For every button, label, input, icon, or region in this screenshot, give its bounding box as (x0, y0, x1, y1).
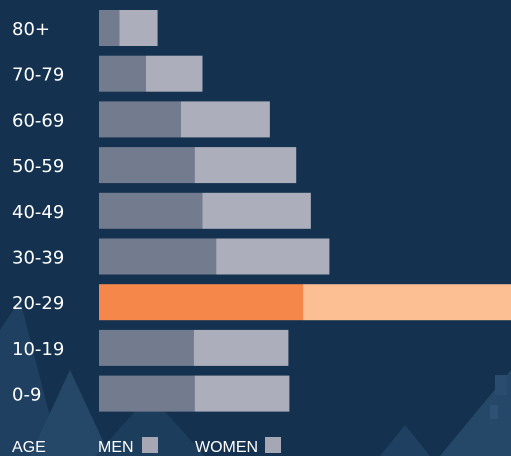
bar-women-20-29 (303, 284, 511, 321)
bar-men-10-19 (99, 329, 194, 366)
age-label-20-29: 20-29 (12, 293, 64, 314)
legend-swatch-women (265, 437, 281, 453)
legend-label-men: MEN (98, 439, 134, 456)
legend-swatch-men (142, 437, 158, 453)
age-label-80-plus: 80+ (12, 19, 50, 40)
bar-women-80-plus (119, 10, 158, 46)
bar-men-0-9 (99, 375, 195, 412)
bar-men-50-59 (99, 147, 195, 184)
bar-women-60-69 (181, 101, 270, 138)
bar-men-70-79 (99, 55, 146, 92)
age-label-50-59: 50-59 (12, 156, 64, 177)
bar-men-80-plus (99, 10, 120, 46)
bar-men-30-39 (99, 238, 217, 275)
bar-women-0-9 (194, 375, 290, 412)
age-label-10-19: 10-19 (12, 339, 64, 360)
bar-men-20-29 (99, 284, 304, 321)
age-label-70-79: 70-79 (12, 65, 64, 86)
bar-women-10-19 (193, 329, 289, 366)
bar-men-40-49 (99, 192, 203, 229)
age-label-40-49: 40-49 (12, 202, 64, 223)
bar-women-50-59 (194, 147, 297, 184)
bar-men-60-69 (99, 101, 182, 138)
legend-title-age: AGE (12, 439, 46, 456)
bar-women-40-49 (202, 192, 311, 229)
legend-label-women: WOMEN (195, 439, 258, 456)
age-label-30-39: 30-39 (12, 248, 64, 269)
bar-women-30-39 (216, 238, 330, 275)
age-label-60-69: 60-69 (12, 110, 64, 131)
age-label-0-9: 0-9 (12, 385, 41, 406)
bar-women-70-79 (145, 55, 203, 92)
chart-legend: AGE MEN WOMEN (12, 437, 281, 456)
